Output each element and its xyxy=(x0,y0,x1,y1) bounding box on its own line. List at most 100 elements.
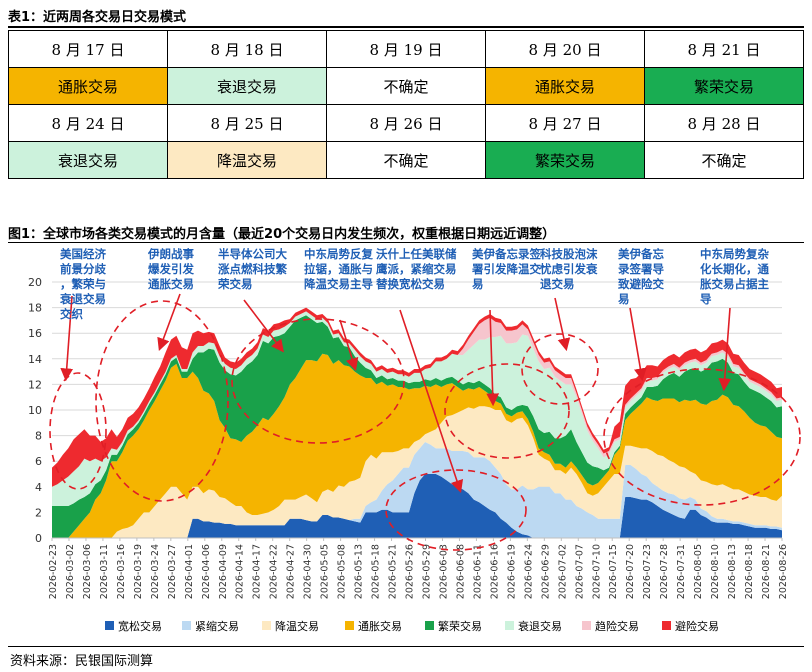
y-tick-label: 6 xyxy=(35,455,42,468)
annotation-note: 半导体公司大涨点燃科技繁荣交易 xyxy=(217,247,287,291)
x-tick-label: 2026-03-02 xyxy=(65,544,76,599)
x-tick-label: 2026-04-01 xyxy=(184,544,195,599)
table-cell: 通胀交易 xyxy=(8,67,168,105)
table-cell: 8 月 28 日 xyxy=(644,104,804,142)
legend-label: 宽松交易 xyxy=(118,619,162,633)
stacked-area-chart: 0 2 4 6 8 10 12 14 16 18 20 2026-02-23 2026-03-02 20… xyxy=(28,247,801,633)
y-tick-label: 16 xyxy=(28,327,42,340)
dashed-ellipse xyxy=(521,333,599,405)
dashed-ellipse xyxy=(603,368,801,506)
x-tick-label: 2026-06-08 xyxy=(455,544,466,599)
table-cell: 不确定 xyxy=(326,141,486,179)
x-tick-label: 2026-04-14 xyxy=(235,544,246,599)
table-cell: 衰退交易 xyxy=(167,67,327,105)
x-tick-label: 2026-07-15 xyxy=(608,544,619,599)
x-tick-label: 2026-05-26 xyxy=(405,544,416,599)
annotation-arrow xyxy=(60,295,74,382)
x-tick-label: 2026-05-13 xyxy=(354,544,365,599)
x-tick-label: 2026-07-10 xyxy=(591,544,602,599)
table-cell: 8 月 24 日 xyxy=(8,104,168,142)
table-cell: 衰退交易 xyxy=(8,141,168,179)
x-tick-label: 2026-07-20 xyxy=(625,544,636,599)
x-tick-label: 2026-06-24 xyxy=(523,544,534,599)
x-tick-label: 2026-04-17 xyxy=(252,544,263,599)
table-row: 通胀交易 衰退交易 不确定 通胀交易 繁荣交易 xyxy=(8,67,804,105)
annotation-note: 美伊备忘录签署导致避险交易 xyxy=(618,247,664,306)
annotation-arrow xyxy=(554,297,571,352)
series-area-3 xyxy=(52,353,782,538)
y-tick-label: 18 xyxy=(28,302,42,315)
series-area-0 xyxy=(52,474,782,538)
legend-label: 避险交易 xyxy=(675,619,719,633)
series-area-5 xyxy=(52,311,782,506)
x-tick-label: 2026-06-29 xyxy=(540,544,551,599)
x-tick-label: 2026-08-05 xyxy=(693,544,704,599)
legend-label: 繁荣交易 xyxy=(438,619,482,633)
annotation-arrow xyxy=(718,307,732,392)
top-rule xyxy=(8,26,804,28)
table-cell: 繁荣交易 xyxy=(644,67,804,105)
x-tick-label: 2026-06-03 xyxy=(438,544,449,599)
table-cell: 8 月 18 日 xyxy=(167,30,327,68)
table-cell: 8 月 26 日 xyxy=(326,104,486,142)
x-tick-label: 2026-03-11 xyxy=(99,544,110,599)
legend-swatch xyxy=(505,621,514,630)
legend-swatch xyxy=(262,621,271,630)
table-title: 表1：近两周各交易日交易模式 xyxy=(8,10,187,25)
x-tick-label: 2026-06-19 xyxy=(506,544,517,599)
x-tick-label: 2026-05-18 xyxy=(371,544,382,599)
legend-label: 通胀交易 xyxy=(358,619,402,633)
bottom-rule xyxy=(8,646,804,647)
x-tick-label: 2026-05-08 xyxy=(337,544,348,599)
dashed-ellipse xyxy=(444,363,570,459)
x-tick-label: 2026-08-26 xyxy=(778,544,789,599)
x-tick-label: 2026-07-23 xyxy=(642,544,653,599)
x-tick-label: 2026-07-31 xyxy=(676,544,687,599)
annotation-arrow xyxy=(243,299,284,353)
x-tick-label: 2026-04-30 xyxy=(303,544,314,599)
x-tick-label: 2026-07-28 xyxy=(659,544,670,599)
legend-label: 降温交易 xyxy=(275,619,319,633)
annotation-note: 中东局势复杂化长期化，通胀交易占据主导 xyxy=(700,247,769,306)
y-tick-label: 12 xyxy=(28,378,42,391)
x-tick-label: 2026-07-07 xyxy=(574,544,585,599)
x-tick-label: 2026-05-05 xyxy=(320,544,331,599)
x-tick-label: 2026-03-24 xyxy=(150,544,161,599)
legend-swatch xyxy=(425,621,434,630)
annotation-arrow xyxy=(399,309,464,494)
y-tick-label: 0 xyxy=(35,532,42,545)
y-tick-label: 4 xyxy=(35,481,42,494)
legend-swatch xyxy=(345,621,354,630)
annotation-arrow xyxy=(486,309,500,407)
table-cell: 8 月 27 日 xyxy=(485,104,645,142)
legend-swatch xyxy=(182,621,191,630)
x-tick-label: 2026-07-02 xyxy=(557,544,568,599)
table-cell: 8 月 19 日 xyxy=(326,30,486,68)
source-note: 资料来源：民银国际测算 xyxy=(10,654,154,669)
table-cell: 不确定 xyxy=(326,67,486,105)
x-tick-label: 2026-02-23 xyxy=(48,544,59,599)
x-tick-label: 2026-08-13 xyxy=(727,544,738,599)
x-tick-label: 2026-04-09 xyxy=(218,544,229,599)
dashed-ellipse xyxy=(385,469,527,551)
series-area-2 xyxy=(52,406,782,538)
annotation-note: 美国经济前景分歧，繁荣与衰退交易交织 xyxy=(59,247,106,321)
annotation-note: 伊朗战事爆发引发通胀交易 xyxy=(147,247,194,291)
dashed-ellipse xyxy=(49,372,107,490)
x-tick-label: 2026-04-22 xyxy=(269,544,280,599)
legend-label: 紧缩交易 xyxy=(195,619,239,633)
table-cell: 8 月 25 日 xyxy=(167,104,327,142)
y-tick-label: 2 xyxy=(35,506,42,519)
x-tick-label: 2026-03-06 xyxy=(82,544,93,599)
dashed-ellipse xyxy=(95,300,229,502)
table-cell: 8 月 20 日 xyxy=(485,30,645,68)
x-tick-label: 2026-08-18 xyxy=(744,544,755,599)
x-tick-label: 2026-05-21 xyxy=(388,544,399,599)
x-tick-label: 2026-04-06 xyxy=(201,544,212,599)
y-tick-label: 10 xyxy=(28,404,42,417)
y-tick-label: 20 xyxy=(28,276,42,289)
table-cell: 8 月 17 日 xyxy=(8,30,168,68)
